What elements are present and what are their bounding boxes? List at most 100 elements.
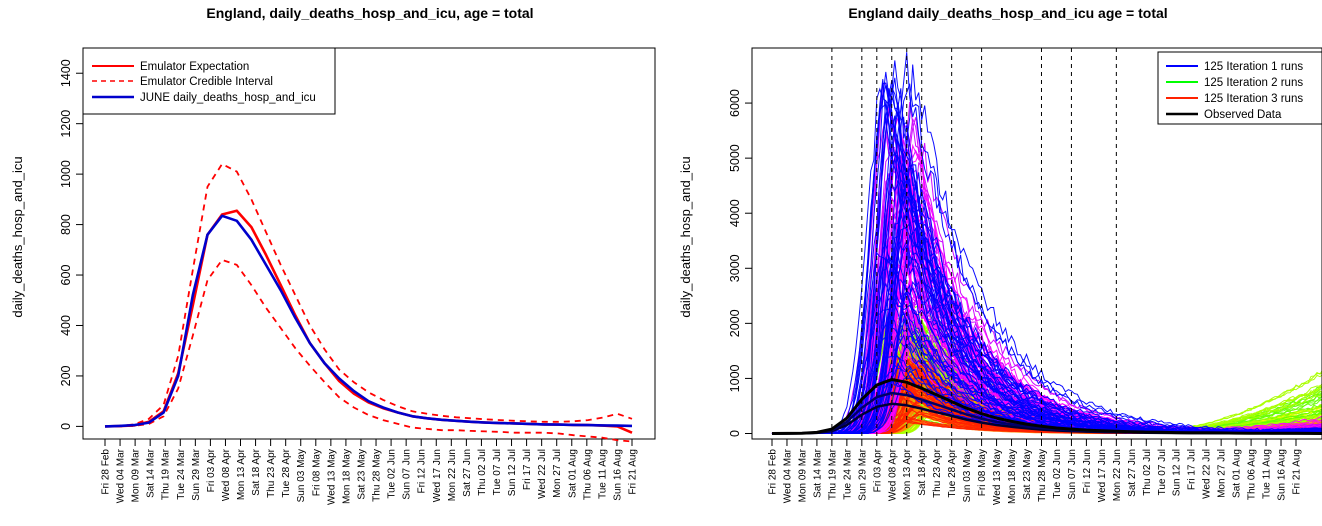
right-x-tick-label: Mon 18 May: [1007, 449, 1018, 504]
right-observed: [771, 378, 1322, 435]
left-y-ticks: 0 200 400 600 800 1000 1200 1400: [59, 59, 83, 430]
right-legend-box: [1157, 51, 1322, 125]
right-x-tick-label: Thu 06 Aug: [1247, 449, 1258, 500]
right-x-tick-label: Wed 04 Mar: [782, 448, 793, 503]
right-y-tick-label: 4000: [728, 199, 742, 227]
right-vertical-lines: [831, 48, 1117, 439]
left-x-tick-label: Fri 17 Jul: [522, 449, 533, 490]
left-x-tick-label: Sat 01 Aug: [567, 449, 578, 498]
right-x-tick-label: Mon 09 Mar: [797, 448, 808, 502]
left-x-tick-label: Mon 18 May: [341, 449, 352, 504]
right-x-tick-label: Sun 12 Jul: [1172, 449, 1183, 496]
left-x-tick-label: Tue 11 Aug: [597, 449, 608, 499]
right-x-tick-label: Tue 07 Jul: [1157, 449, 1168, 495]
right-x-tick-label: Sat 01 Aug: [1232, 449, 1243, 498]
left-x-tick-label: Sun 03 May: [296, 449, 307, 502]
left-x-tick-label: Mon 13 Apr: [236, 448, 247, 500]
right-x-tick-label: Sat 23 May: [1022, 449, 1033, 500]
left-x-tick-label: Wed 22 Jul: [537, 449, 548, 499]
right-x-tick-label: Fri 03 Apr: [872, 448, 883, 492]
right-run-line: [772, 71, 1322, 435]
left-legend-label-interval: Emulator Credible Interval: [140, 76, 273, 88]
right-y-tick-label: 3000: [728, 254, 742, 282]
right-run-line: [772, 152, 1322, 435]
left-series-line-2: [105, 258, 633, 443]
left-series-line-1: [104, 163, 633, 428]
left-x-tick-label: Wed 08 Apr: [221, 448, 232, 501]
right-chart: England daily_deaths_hosp_and_icu age = …: [678, 5, 1322, 505]
left-legend-box: [82, 47, 336, 115]
left-x-tick-label: Fri 21 Aug: [628, 449, 639, 495]
left-x-tick-label: Fri 28 Feb: [101, 449, 112, 495]
right-y-axis-label: daily_deaths_hosp_and_icu: [678, 156, 693, 317]
right-y-tick-label: 2000: [728, 309, 742, 337]
right-x-tick-label: Wed 22 Jul: [1202, 449, 1213, 499]
left-y-tick-label: 1000: [59, 160, 73, 188]
right-y-ticks: 0 1000 2000 3000 4000 5000 6000: [728, 89, 752, 437]
right-x-tick-label: Thu 28 May: [1037, 449, 1048, 502]
right-run-line: [772, 149, 1322, 435]
right-x-tick-label: Wed 08 Apr: [887, 448, 898, 501]
left-x-tick-label: Sun 16 Aug: [612, 449, 623, 501]
right-y-tick-label: 6000: [728, 89, 742, 117]
left-series-line-0: [104, 209, 633, 434]
left-x-tick-label: Wed 13 May: [326, 449, 337, 505]
right-x-tick-label: Tue 02 Jun: [1052, 449, 1063, 499]
right-run-line: [771, 79, 1322, 435]
right-x-tick-label: Thu 02 Jul: [1142, 449, 1153, 496]
left-legend-label-expectation: Emulator Expectation: [140, 61, 249, 73]
right-plot-frame: [751, 47, 1322, 440]
right-legend: 125 Iteration 1 runs 125 Iteration 2 run…: [1157, 51, 1322, 125]
left-x-tick-label: Tue 02 Jun: [387, 449, 398, 499]
left-x-tick-label: Fri 12 Jun: [417, 449, 428, 493]
left-x-tick-label: Mon 09 Mar: [131, 448, 142, 502]
right-run-line: [772, 149, 1322, 435]
left-x-tick-label: Thu 28 May: [372, 449, 383, 502]
left-x-tick-label: Sun 12 Jul: [507, 449, 518, 496]
right-legend-label-observed: Observed Data: [1204, 109, 1282, 121]
left-x-tick-label: Mon 22 Jun: [447, 449, 458, 501]
left-x-tick-label: Sat 27 Jun: [462, 449, 473, 497]
left-x-tick-label: Thu 23 Apr: [266, 448, 277, 498]
right-x-tick-label: Sun 16 Aug: [1277, 449, 1288, 501]
left-chart: England, daily_deaths_hosp_and_icu, age …: [10, 5, 656, 505]
right-legend-label-iter3: 125 Iteration 3 runs: [1204, 93, 1303, 105]
left-series-line-3: [104, 214, 633, 428]
right-y-tick-label: 1000: [728, 364, 742, 392]
right-x-tick-label: Mon 13 Apr: [902, 448, 913, 500]
right-x-tick-label: Wed 13 May: [992, 449, 1003, 505]
right-x-tick-label: Wed 17 Jun: [1097, 449, 1108, 502]
left-chart-title: England, daily_deaths_hosp_and_icu, age …: [206, 5, 533, 21]
right-x-tick-label: Fri 21 Aug: [1292, 449, 1303, 495]
left-x-tick-label: Sat 23 May: [356, 449, 367, 500]
left-x-ticks: Fri 28 Feb Wed 04 Mar Mon 09 Mar Sat 14 Mar…: [101, 439, 639, 505]
left-y-tick-label: 0: [59, 423, 73, 430]
left-plot-frame: [82, 47, 656, 440]
left-series: [104, 163, 633, 443]
right-run-line: [772, 181, 1322, 435]
left-y-tick-label: 600: [59, 265, 73, 286]
left-y-tick-label: 200: [59, 365, 73, 386]
right-legend-label-iter1: 125 Iteration 1 runs: [1204, 61, 1303, 73]
left-y-tick-label: 800: [59, 214, 73, 235]
right-x-tick-label: Fri 17 Jul: [1187, 449, 1198, 490]
left-y-tick-label: 1200: [59, 110, 73, 138]
right-x-tick-label: Fri 08 May: [977, 449, 988, 496]
right-x-tick-label: Tue 11 Aug: [1262, 449, 1273, 499]
right-x-tick-label: Sat 18 Apr: [917, 448, 928, 495]
left-x-tick-label: Thu 06 Aug: [582, 449, 593, 500]
left-x-tick-label: Mon 27 Jul: [552, 449, 563, 498]
left-x-tick-label: Sun 29 Mar: [191, 448, 202, 500]
right-legend-label-iter2: 125 Iteration 2 runs: [1204, 77, 1303, 89]
left-x-tick-label: Tue 07 Jul: [492, 449, 503, 495]
left-x-tick-label: Sat 14 Mar: [146, 448, 157, 498]
left-legend-label-june: JUNE daily_deaths_hosp_and_icu: [140, 92, 316, 104]
right-x-tick-label: Thu 19 Mar: [827, 448, 838, 500]
left-x-tick-label: Sat 18 Apr: [251, 448, 262, 495]
left-x-tick-label: Thu 02 Jul: [477, 449, 488, 496]
right-x-ticks: Fri 28 Feb Wed 04 Mar Mon 09 Mar Sat 14 Mar…: [768, 439, 1303, 505]
right-x-tick-label: Sun 29 Mar: [857, 448, 868, 500]
right-x-tick-label: Tue 24 Mar: [842, 448, 853, 499]
left-x-tick-label: Fri 03 Apr: [206, 448, 217, 492]
